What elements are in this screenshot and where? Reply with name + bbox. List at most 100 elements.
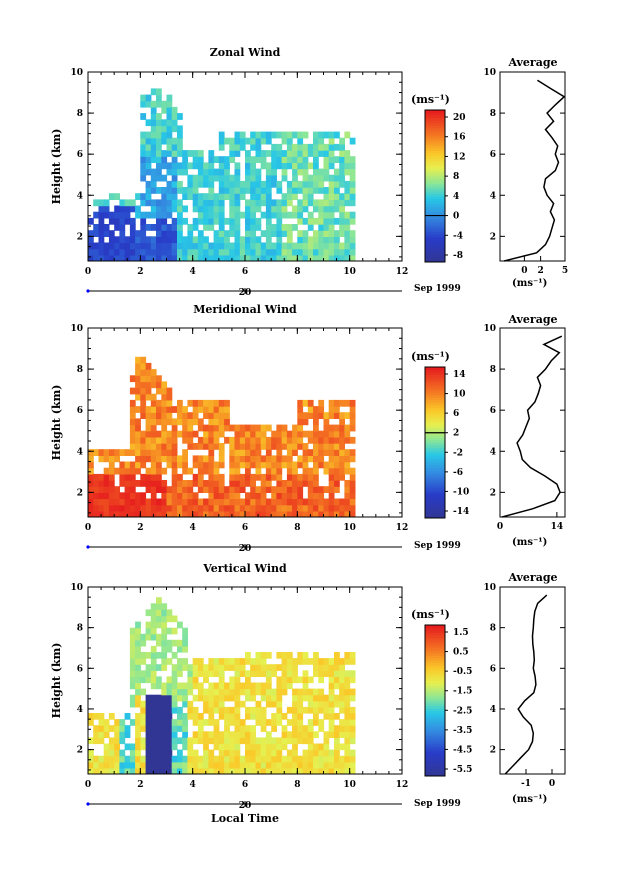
heatmap-cell [98, 504, 105, 512]
heatmap-cell [260, 743, 267, 751]
colorbar-swatch [425, 705, 445, 709]
heatmap-cell [140, 162, 147, 170]
heatmap-cell [265, 652, 272, 659]
heatmap-cell [182, 498, 188, 506]
heatmap-cell [245, 156, 251, 163]
heatmap-cell [318, 412, 325, 419]
heatmap-cell [234, 205, 241, 213]
heatmap-cell [88, 461, 94, 469]
heatmap-cell [318, 211, 325, 219]
heatmap-cell [313, 486, 319, 493]
heatmap-cell [323, 224, 330, 231]
heatmap-cell [213, 498, 220, 506]
heatmap-cell [171, 137, 178, 145]
heatmap-cell [177, 430, 183, 438]
heatmap-cell [177, 125, 183, 133]
heatmap-cell [114, 498, 120, 506]
heatmap-cell [129, 236, 136, 244]
heatmap-cell [197, 443, 204, 450]
heatmap-cell [250, 713, 256, 720]
heatmap-cell [171, 242, 178, 250]
heatmap-cell [323, 430, 330, 438]
heatmap-cell [135, 436, 141, 444]
heatmap-cell [124, 205, 131, 213]
heatmap-cell [334, 168, 340, 176]
heatmap-cell [208, 211, 215, 219]
heatmap-cell [150, 731, 157, 738]
heatmap-cell [213, 706, 220, 714]
heatmap-cell [150, 106, 157, 114]
heatmap-cell [292, 670, 298, 677]
heatmap-cell [302, 174, 309, 182]
heatmap-cell [182, 664, 188, 671]
heatmap-cell [344, 719, 351, 726]
heatmap-cell [177, 761, 183, 769]
heatmap-cell [250, 670, 256, 677]
heatmap-cell [197, 664, 204, 671]
heatmap-cell [286, 480, 293, 487]
heatmap-cell [119, 755, 126, 763]
heatmap-cell [334, 700, 340, 708]
heatmap-cell [239, 254, 246, 261]
heatmap-cell [161, 749, 168, 757]
x-tick-label: 6 [242, 523, 248, 533]
heatmap-cell [129, 652, 136, 659]
heatmap-cell [140, 113, 147, 120]
heatmap-cell [229, 455, 236, 463]
heatmap-cell [281, 713, 288, 720]
heatmap-cell [344, 676, 351, 684]
heatmap-cell [203, 180, 209, 188]
heatmap-cell [171, 694, 178, 702]
heatmap-cell [339, 682, 345, 690]
profile-x-tick-label: 2 [537, 266, 543, 276]
heatmap-cell [313, 688, 319, 696]
heatmap-cell [161, 719, 168, 726]
heatmap-cell [255, 248, 262, 256]
heatmap-cell [156, 254, 162, 261]
heatmap-cell [182, 658, 188, 665]
heatmap-cell [208, 670, 215, 677]
heatmap-cell [213, 731, 220, 738]
heatmap-cell [297, 131, 304, 139]
colorbar-swatch [425, 480, 445, 484]
heatmap-cell [313, 412, 319, 419]
heatmap-cell [307, 217, 314, 225]
heatmap-cell [271, 224, 277, 231]
heatmap-cell [255, 510, 262, 517]
heatmap-cell [276, 242, 283, 250]
heatmap-cell [229, 737, 236, 745]
heatmap-cell [250, 193, 256, 200]
heatmap-cell [108, 504, 115, 512]
heatmap-cell [218, 180, 225, 188]
heatmap-cell [224, 664, 230, 671]
heatmap-cell [203, 486, 209, 493]
heatmap-cell [323, 193, 330, 200]
heatmap-cell [302, 706, 309, 714]
heatmap-cell [349, 467, 356, 475]
y-tick-label: 4 [77, 191, 83, 201]
colorbar-swatch [425, 188, 445, 192]
heatmap-cell [292, 658, 298, 665]
heatmap-cell [171, 639, 178, 647]
heatmap-cell [265, 187, 272, 194]
heatmap-cell [135, 254, 141, 261]
heatmap-cell [150, 694, 157, 702]
heatmap-cell [108, 461, 115, 469]
colorbar-swatch [425, 175, 445, 179]
heatmap-cell [234, 492, 241, 500]
heatmap-cell [140, 230, 147, 237]
colorbar-swatch [425, 142, 445, 146]
heatmap-cell [328, 670, 335, 677]
heatmap-cell [197, 658, 204, 665]
heatmap-cell [145, 504, 152, 512]
heatmap-cell [192, 180, 199, 188]
heatmap-cell [218, 137, 225, 145]
heatmap-cell [140, 242, 147, 250]
heatmap-cell [156, 443, 162, 450]
heatmap-cell [328, 719, 335, 726]
heatmap-cell [349, 187, 356, 194]
heatmap-cell [156, 461, 162, 469]
heatmap-cell [145, 424, 152, 432]
heatmap-cell [250, 749, 256, 757]
heatmap-cell [208, 150, 215, 157]
